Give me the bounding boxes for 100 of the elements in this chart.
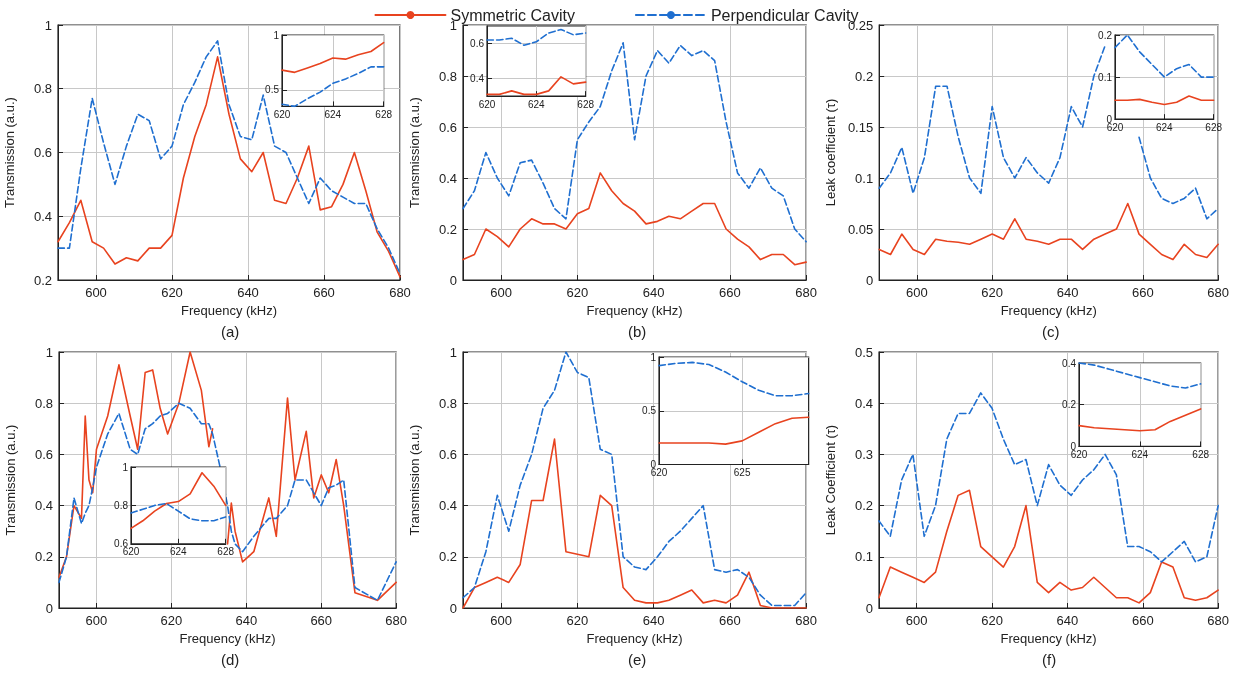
y-tick-label: 1 [122,461,129,473]
x-tick-label: 640 [642,613,665,628]
y-tick-label: 1 [44,17,52,33]
x-tick-label: 620 [566,613,589,628]
y-tick-label: 0.15 [847,119,874,135]
y-tick-label: 1 [45,344,53,360]
y-tick-label: 0 [865,600,873,616]
x-tick-label: 624 [324,109,342,121]
y-tick-label: 0.8 [114,500,129,512]
x-axis-title: Frequency (kHz) [179,631,276,646]
y-tick-label: 0.05 [847,221,874,237]
y-tick-label: 0.6 [470,38,485,50]
x-tick-label: 628 [1191,449,1209,461]
y-tick-label: 0 [865,272,874,288]
y-tick-label: 0.2 [1061,399,1076,411]
x-tick-label: 620 [566,285,589,300]
x-tick-label: 680 [795,285,818,300]
x-tick-label: 624 [1156,121,1174,133]
line-series [657,416,810,445]
x-tick-label: 600 [490,285,512,300]
y-tick-label: 0.4 [438,170,457,186]
y-tick-label: 1 [650,351,657,363]
x-tick-label: 680 [385,613,408,628]
y-tick-label: 0.1 [855,170,874,186]
x-tick-label: 600 [490,613,512,628]
y-tick-label: 0.3 [854,446,873,462]
y-tick-label: 0.2 [1098,29,1113,41]
x-tick-label: 600 [905,613,928,628]
y-axis-title: Transmission (a.u.) [407,424,422,536]
y-tick-label: 0.6 [34,446,53,462]
x-tick-label: 628 [1205,121,1223,133]
x-tick-label: 640 [1056,613,1079,628]
line-series [1114,95,1215,106]
y-tick-label: 0.8 [33,81,52,97]
line-series [878,392,1219,563]
x-tick-label: 620 [160,613,183,628]
x-tick-label: 624 [170,546,188,558]
line-series [878,202,1219,261]
x-tick-label: 624 [1131,449,1149,461]
x-tick-label: 640 [1056,285,1079,300]
y-tick-label: 0.2 [34,549,53,565]
text: (b) [628,323,647,340]
x-tick-label: 680 [389,285,411,300]
text: (d) [221,651,240,668]
x-tick-label: 620 [161,285,183,300]
x-tick-label: 620 [981,285,1004,300]
y-tick-label: 0.6 [33,145,52,160]
y-tick-label: 0.4 [438,498,457,514]
x-axis-title: Frequency (kHz) [586,303,683,318]
y-axis-title: Leak Coefficient (τ) [823,424,838,536]
line-series [462,172,807,266]
x-tick-label: 620 [981,613,1003,628]
y-tick-label: 0.2 [438,549,457,565]
x-tick-label: 620 [479,98,497,110]
x-tick-label: 620 [274,109,292,121]
line-series [878,489,1219,604]
line-series [486,28,587,47]
y-tick-label: 0.2 [438,221,457,237]
y-axis-title: Leak coefficient (τ) [823,98,838,207]
y-tick-label: 0 [449,272,457,288]
text: (a) [221,323,240,340]
text: (f) [1042,651,1057,668]
x-tick-label: 640 [642,285,665,300]
x-tick-label: 625 [733,467,751,479]
y-tick-label: 1 [449,344,457,360]
line-series [1077,408,1201,432]
x-axis-title: Frequency (kHz) [180,303,278,318]
y-tick-label: 0.4 [34,498,53,514]
text: (e) [628,651,647,668]
y-tick-label: 0.4 [854,395,873,411]
y-tick-label: 0.2 [33,272,52,288]
y-tick-label: 0.2 [855,68,874,84]
x-tick-label: 660 [719,613,741,628]
x-tick-label: 680 [795,613,818,628]
x-tick-label: 680 [1207,613,1230,628]
y-tick-label: 0.5 [265,84,280,96]
y-tick-label: 0.2 [854,498,873,514]
y-axis-title: Transmission (a.u.) [3,424,18,536]
y-tick-label: 0.6 [438,446,457,462]
line-series [657,361,810,397]
x-tick-label: 680 [1207,285,1230,300]
y-tick-label: 0.8 [438,68,457,84]
y-tick-label: 0 [45,600,53,616]
y-tick-label: 0 [449,600,457,616]
y-tick-label: 0.8 [438,395,457,411]
y-tick-label: 0.8 [34,395,53,411]
line-series [462,351,807,607]
x-tick-label: 600 [85,613,108,628]
x-tick-label: 660 [1131,285,1154,300]
y-axis-title: Transmission (a.u.) [407,97,422,208]
y-tick-label: 0.4 [1061,357,1076,369]
y-axis-title: Transmission (a.u.) [2,97,17,208]
y-tick-label: 0.4 [470,73,485,85]
x-tick-label: 628 [217,546,235,558]
y-tick-label: 0.5 [641,405,657,417]
x-axis-title: Frequency (kHz) [1000,631,1097,646]
y-tick-label: 0.1 [1098,71,1113,83]
x-tick-label: 640 [235,613,258,628]
line-series [281,42,385,74]
x-tick-label: 600 [85,285,107,300]
